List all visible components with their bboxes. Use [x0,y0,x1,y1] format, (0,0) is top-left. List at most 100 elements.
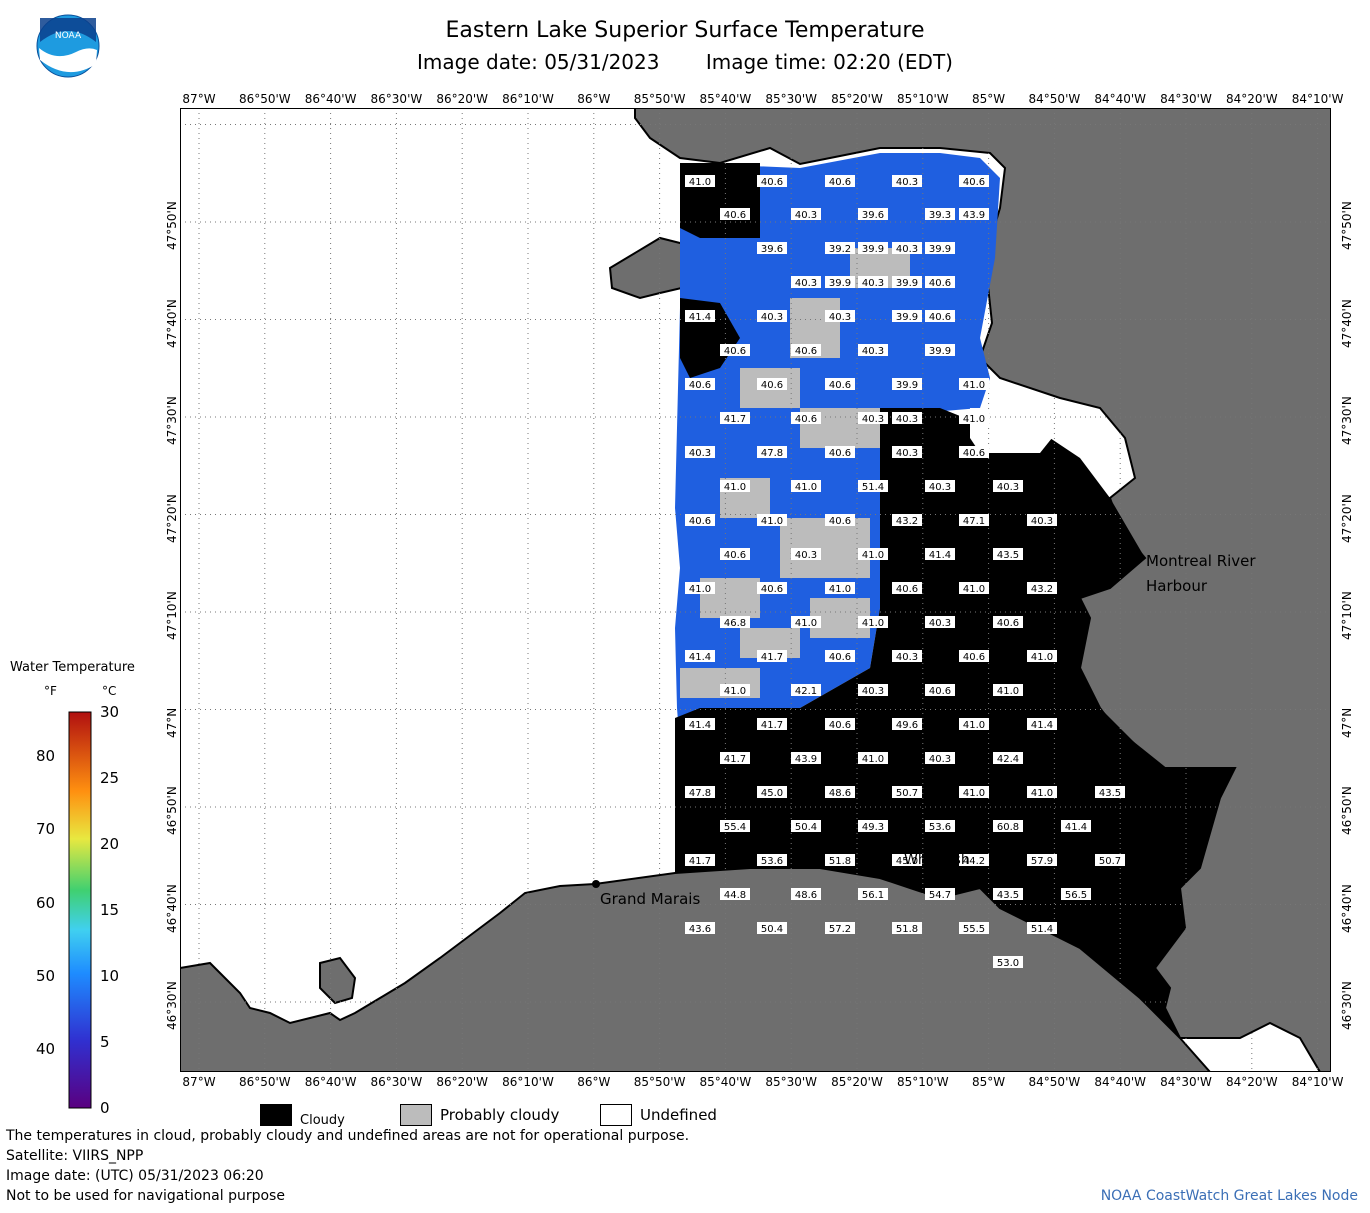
temperature-label: 41.0 [959,582,989,595]
svg-text:39.9: 39.9 [929,244,951,255]
cloudy-swatch [260,1104,292,1126]
temperature-label: 40.6 [925,310,955,323]
temperature-label: 41.0 [959,412,989,425]
svg-text:47.1: 47.1 [963,516,985,527]
longitude-label: 85°10'W [896,1075,949,1089]
temperature-label: 40.6 [825,378,855,391]
svg-text:40.6: 40.6 [829,177,851,188]
temperature-label: 57.2 [825,922,855,935]
svg-text:39.2: 39.2 [829,244,851,255]
temperature-label: 47.8 [757,446,787,459]
temperature-label: 40.3 [892,412,922,425]
svg-text:53.6: 53.6 [761,856,783,867]
temperature-label: 39.6 [858,208,888,221]
temperature-label: 45.0 [757,786,787,799]
temperature-label: 46.8 [720,616,750,629]
svg-text:57.2: 57.2 [829,924,851,935]
legend-tick-c: 25 [100,769,120,787]
svg-text:41.7: 41.7 [724,754,746,765]
longitude-label: 85°30'W [765,92,818,106]
svg-text:41.0: 41.0 [724,482,746,493]
svg-text:40.3: 40.3 [795,550,817,561]
svg-text:40.3: 40.3 [929,482,951,493]
svg-text:41.7: 41.7 [761,652,783,663]
svg-text:39.6: 39.6 [862,210,884,221]
key-probably-cloudy-label: Probably cloudy [440,1106,560,1124]
longitude-label: 84°20'W [1225,1075,1278,1089]
temperature-label: 40.6 [925,684,955,697]
svg-text:40.6: 40.6 [829,720,851,731]
longitude-label: 86°40'W [304,1075,357,1089]
temperature-label: 44.2 [959,854,989,867]
temperature-label: 41.0 [791,616,821,629]
temperature-label: 40.3 [858,412,888,425]
svg-text:51.8: 51.8 [829,856,851,867]
temperature-label: 41.0 [720,480,750,493]
svg-text:NOAA: NOAA [55,31,82,41]
svg-text:40.3: 40.3 [929,618,951,629]
longitude-label: 87°W [182,1075,216,1089]
svg-text:39.9: 39.9 [896,312,918,323]
svg-text:40.3: 40.3 [862,278,884,289]
temperature-label: 41.4 [685,650,715,663]
latitude-label: 47°40'N [1340,298,1354,348]
temperature-label: 40.3 [993,480,1023,493]
longitude-label: 86°10'W [502,92,554,106]
temperature-label: 41.0 [993,684,1023,697]
latitude-label: 47°50'N [165,201,179,250]
grid-lines [180,108,1331,1072]
temperature-label: 40.3 [925,752,955,765]
longitude-label: 86°10'W [502,1075,554,1089]
longitude-label: 85°20'W [831,1075,883,1089]
temperature-label: 43.5 [993,548,1023,561]
longitude-label: 86°W [577,92,611,106]
svg-text:50.7: 50.7 [1099,856,1121,867]
temperature-label: 42.4 [993,752,1023,765]
svg-text:40.6: 40.6 [929,312,951,323]
temperature-label: 40.3 [892,446,922,459]
legend-unit-c: °C [102,684,117,698]
temperature-labels: 41.0 40.6 40.6 40.3 40.6 40.6 40.3 39.6 39.3 43.9… [685,175,1125,969]
temperature-label: 48.6 [825,786,855,799]
temperature-label: 40.6 [685,514,715,527]
svg-text:41.0: 41.0 [862,618,884,629]
temperature-label: 53.6 [925,820,955,833]
temperature-label: 41.7 [757,718,787,731]
temperature-label: 56.1 [858,888,888,901]
longitude-label: 84°50'W [1028,92,1081,106]
temperature-label: 40.3 [858,344,888,357]
longitude-label: 84°30'W [1160,1075,1212,1089]
svg-text:39.9: 39.9 [896,380,918,391]
legend-tick-c: 10 [100,967,120,985]
temperature-label: 43.2 [892,514,922,527]
longitude-label: 84°20'W [1225,92,1278,106]
map-title: Eastern Lake Superior Surface Temperatur… [445,18,925,43]
longitude-label: 86°W [577,1075,611,1089]
temperature-label: 41.0 [791,480,821,493]
latitude-label: 46°50'N [1340,786,1354,835]
lake-map: 41.0 40.6 40.6 40.3 40.6 40.6 40.3 39.6 39.3 43.9… [179,107,1332,1073]
latitude-label: 46°50'N [165,786,179,835]
noaa-logo-icon: NOAA [36,14,100,78]
temperature-label: 43.9 [959,208,989,221]
svg-text:40.3: 40.3 [795,278,817,289]
svg-text:40.6: 40.6 [689,516,711,527]
svg-text:40.6: 40.6 [761,177,783,188]
svg-text:41.0: 41.0 [689,584,711,595]
svg-text:40.6: 40.6 [896,584,918,595]
svg-text:43.5: 43.5 [1099,788,1121,799]
svg-text:48.6: 48.6 [829,788,851,799]
longitude-label: 84°50'W [1028,1075,1081,1089]
svg-text:46.8: 46.8 [724,618,746,629]
land-bay-inlet [319,956,357,1005]
svg-text:40.6: 40.6 [795,414,817,425]
legend-tick-f: 40 [36,1040,56,1059]
temperature-label: 44.8 [720,888,750,901]
svg-text:49.6: 49.6 [896,720,918,731]
svg-text:54.7: 54.7 [929,890,951,901]
temperature-label: 40.3 [925,616,955,629]
temperature-label: 39.3 [925,208,955,221]
temperature-label: 40.3 [791,208,821,221]
svg-text:39.9: 39.9 [896,278,918,289]
place-point: Point [924,868,959,884]
